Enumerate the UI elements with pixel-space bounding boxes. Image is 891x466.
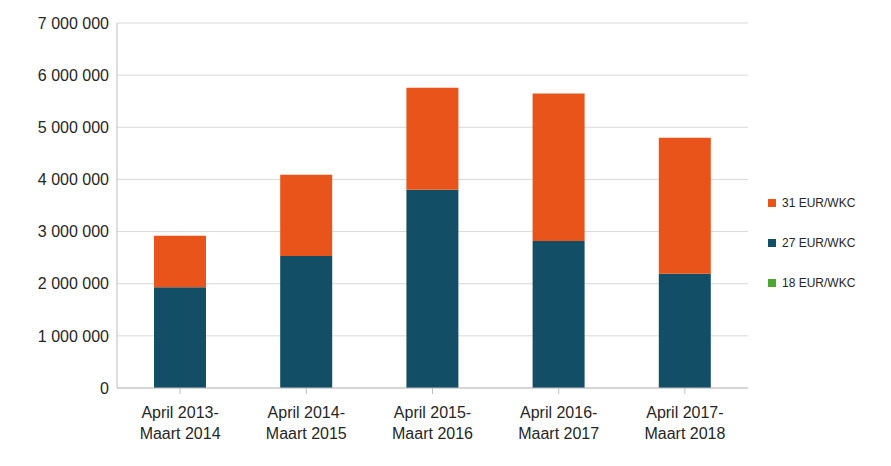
svg-text:2 000 000: 2 000 000 xyxy=(38,275,109,292)
svg-text:April 2014-Maart 2015: April 2014-Maart 2015 xyxy=(266,404,347,442)
svg-text:April 2016-Maart 2017: April 2016-Maart 2017 xyxy=(518,404,599,442)
html-text:31 EUR/WKC: 31 EUR/WKC xyxy=(782,196,856,210)
svg-text:April 2013-Maart 2014: April 2013-Maart 2014 xyxy=(140,404,221,442)
svg-text:4 000 000: 4 000 000 xyxy=(38,171,109,188)
svg-text:0: 0 xyxy=(100,380,109,397)
svg-text:April 2017-Maart 2018: April 2017-Maart 2018 xyxy=(644,404,725,442)
svg-text:6 000 000: 6 000 000 xyxy=(38,67,109,84)
html-text:18 EUR/WKC: 18 EUR/WKC xyxy=(782,276,856,290)
svg-text:April 2015-Maart 2016: April 2015-Maart 2016 xyxy=(392,404,473,442)
svg-text:5 000 000: 5 000 000 xyxy=(38,119,109,136)
svg-text:1 000 000: 1 000 000 xyxy=(38,328,109,345)
html-text:27 EUR/WKC: 27 EUR/WKC xyxy=(782,236,856,250)
svg-text:7 000 000: 7 000 000 xyxy=(38,15,109,32)
svg-text:3 000 000: 3 000 000 xyxy=(38,223,109,240)
